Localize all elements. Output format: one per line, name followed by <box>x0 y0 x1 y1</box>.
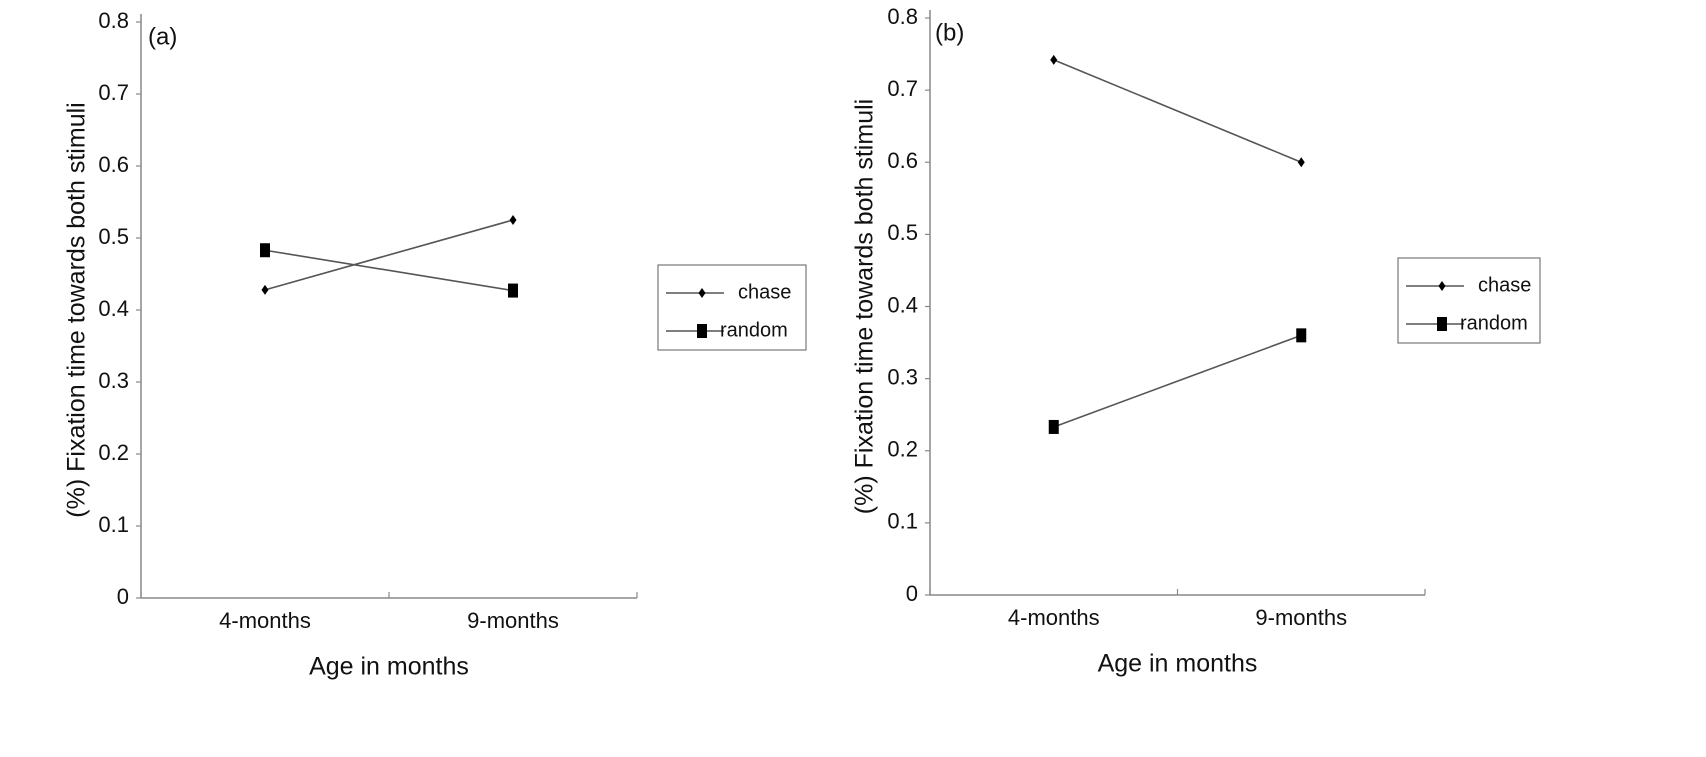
legend-label: chase <box>738 281 791 303</box>
x-axis-label: Age in months <box>1098 650 1258 678</box>
marker <box>260 243 270 258</box>
marker <box>1437 317 1447 331</box>
y-tick-label: 0.3 <box>887 364 918 389</box>
marker <box>1297 157 1305 168</box>
series-line <box>264 219 514 291</box>
marker <box>697 324 707 338</box>
x-axis-label: Age in months <box>309 653 469 681</box>
marker <box>509 215 517 225</box>
marker <box>1296 328 1307 343</box>
y-tick-label: 0.6 <box>98 152 129 177</box>
legend-label: chase <box>1478 274 1531 296</box>
y-tick-label: 0.8 <box>887 4 918 29</box>
series-line <box>1053 334 1302 428</box>
panel-label: (b) <box>935 19 964 46</box>
y-tick-label: 0.4 <box>98 296 129 321</box>
marker <box>698 288 706 298</box>
y-tick-label: 0.1 <box>887 509 918 534</box>
y-tick-label: 0.7 <box>887 76 918 101</box>
marker <box>261 284 269 295</box>
y-axis-label: (%) Fixation time towards both stimuli <box>63 102 91 517</box>
legend-label: random <box>720 319 788 341</box>
x-tick-label: 4-months <box>219 608 311 633</box>
legend: chase random <box>657 264 807 351</box>
legend-box <box>1397 257 1541 344</box>
y-axis-label: (%) Fixation time towards both stimuli <box>851 99 879 514</box>
marker <box>1048 419 1059 434</box>
y-tick-label: 0.3 <box>98 368 129 393</box>
series-line <box>264 249 514 292</box>
y-tick-label: 0.4 <box>887 292 918 317</box>
marker <box>1438 281 1446 291</box>
legend-box <box>657 264 807 351</box>
y-tick-label: 0.5 <box>887 220 918 245</box>
legend-label: random <box>1460 312 1528 334</box>
x-tick-label: 4-months <box>1008 605 1100 630</box>
marker <box>1050 54 1058 65</box>
y-tick-label: 0.5 <box>98 224 129 249</box>
y-tick-label: 0.2 <box>887 437 918 462</box>
series-line <box>1053 59 1302 163</box>
y-tick-label: 0 <box>117 584 129 609</box>
y-tick-label: 0.2 <box>98 440 129 465</box>
y-tick-label: 0.6 <box>887 148 918 173</box>
marker <box>508 283 518 298</box>
panel-label: (a) <box>148 23 177 50</box>
y-tick-label: 0.1 <box>98 512 129 537</box>
y-tick-label: 0 <box>906 581 918 606</box>
x-tick-label: 9-months <box>467 608 559 633</box>
y-tick-label: 0.8 <box>98 8 129 33</box>
legend: chase random <box>1397 257 1541 344</box>
y-tick-label: 0.7 <box>98 80 129 105</box>
x-tick-label: 9-months <box>1255 605 1347 630</box>
